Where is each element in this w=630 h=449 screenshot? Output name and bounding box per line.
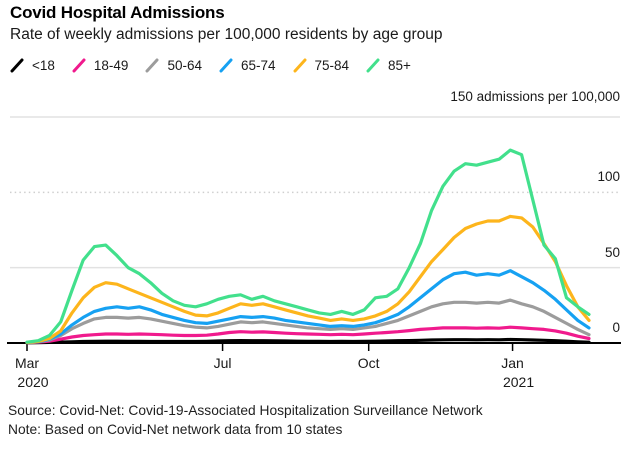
legend-label: 65-74 bbox=[240, 58, 276, 73]
legend-label: 85+ bbox=[388, 58, 411, 73]
x-tick-label-Oct: Oct bbox=[357, 355, 380, 371]
legend-item-75-84: 75-84 bbox=[293, 58, 350, 73]
legend-swatch-icon bbox=[293, 58, 306, 73]
legend-label: 75-84 bbox=[314, 58, 350, 73]
x-tick-sublabel-2020: 2020 bbox=[17, 374, 49, 390]
x-tick-label-Mar: Mar bbox=[14, 355, 40, 371]
y-tick-label-100: 100 bbox=[597, 169, 620, 185]
x-tick-label-Jul: Jul bbox=[213, 355, 232, 371]
y-tick-label-50: 50 bbox=[604, 244, 620, 260]
series-line-65-74 bbox=[25, 269, 591, 345]
legend-item-50-64: 50-64 bbox=[145, 58, 202, 73]
y-axis-unit-label: 150 admissions per 100,000 bbox=[450, 89, 620, 104]
page-title: Covid Hospital Admissions bbox=[10, 3, 225, 22]
legend-item-85+: 85+ bbox=[366, 58, 411, 73]
legend-item-18: <18 bbox=[10, 58, 55, 73]
note-text: Note: Based on Covid-Net network data fr… bbox=[8, 422, 343, 437]
series-line-85+ bbox=[25, 148, 591, 344]
series-line-75-84 bbox=[25, 214, 591, 345]
series-line-50-64 bbox=[25, 298, 591, 345]
x-tick-sublabel-2021: 2021 bbox=[502, 374, 535, 390]
source-text: Source: Covid-Net: Covid-19-Associated H… bbox=[8, 403, 483, 418]
legend-label: 50-64 bbox=[167, 58, 202, 73]
x-tick-label-Jan: Jan bbox=[501, 355, 524, 371]
legend-item-18-49: 18-49 bbox=[72, 58, 129, 73]
chart-legend: <18 18-49 50-64 65-74 75-84 85+ bbox=[10, 58, 411, 73]
chart-subtitle: Rate of weekly admissions per 100,000 re… bbox=[10, 26, 443, 43]
legend-swatch-icon bbox=[145, 58, 159, 73]
y-tick-label-0: 0 bbox=[612, 320, 620, 335]
legend-swatch-icon bbox=[219, 58, 233, 73]
legend-swatch-icon bbox=[72, 58, 86, 73]
legend-label: <18 bbox=[32, 58, 55, 73]
legend-label: 18-49 bbox=[93, 58, 129, 73]
legend-swatch-icon bbox=[10, 58, 24, 73]
legend-item-65-74: 65-74 bbox=[219, 58, 276, 73]
series-line-18 bbox=[25, 337, 591, 345]
series-line-18-49 bbox=[25, 325, 591, 345]
legend-swatch-icon bbox=[366, 58, 380, 73]
